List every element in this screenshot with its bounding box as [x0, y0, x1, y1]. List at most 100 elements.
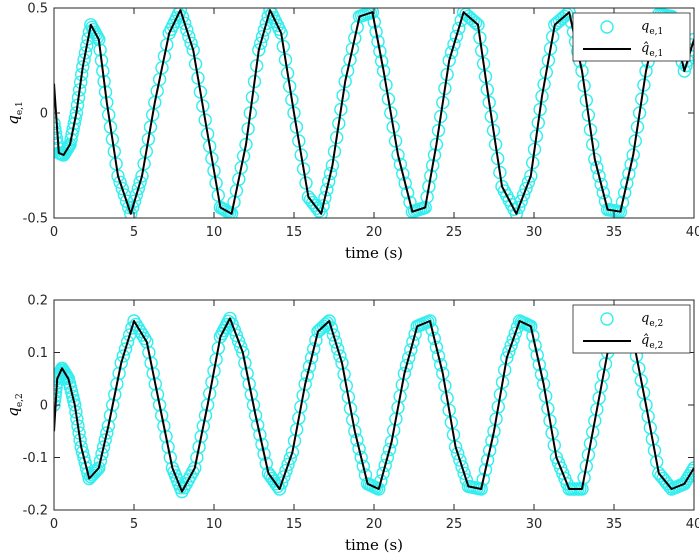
series-1-marker [388, 134, 403, 148]
series-1-marker [129, 317, 143, 332]
series-1-marker [384, 106, 398, 120]
y-axis-label: qe,2 [4, 393, 25, 417]
series-1-marker [54, 121, 62, 136]
series-1-marker [66, 122, 80, 136]
series-1-marker [254, 36, 268, 50]
legend-entry-2: q̂e,1 [641, 41, 663, 59]
series-1-marker [259, 456, 273, 471]
series-1-marker [316, 199, 330, 213]
series-1-marker [373, 44, 387, 59]
series-1-marker [92, 461, 106, 475]
series-2-line [54, 317, 694, 493]
series-1-marker [420, 190, 434, 204]
series-1-marker [142, 345, 156, 360]
series-1-marker [393, 157, 408, 172]
series-1-marker [684, 466, 694, 480]
series-1-marker [483, 443, 497, 458]
series-1-marker [509, 207, 524, 218]
series-1-marker [326, 328, 341, 342]
series-1-marker [192, 440, 206, 454]
series-1-marker [500, 351, 514, 365]
series-1-marker [352, 442, 366, 456]
series-1-marker [78, 46, 93, 60]
series-1-marker [365, 8, 380, 19]
series-1-marker [682, 469, 694, 483]
series-1-marker [101, 419, 116, 433]
series-1-marker [188, 57, 203, 71]
svg-text:qe,1: qe,1 [4, 101, 25, 125]
series-1-marker [227, 323, 242, 337]
series-1-marker [404, 343, 418, 357]
series-1-marker [283, 451, 297, 466]
series-1-marker [447, 37, 461, 52]
series-1-marker [182, 30, 196, 44]
x-tick-label: 5 [130, 517, 138, 532]
legend: q e,1q̂e,1 [572, 12, 691, 62]
series-1-marker [148, 377, 163, 391]
x-tick-label: 15 [286, 225, 303, 240]
series-1-marker [188, 461, 202, 475]
series-1-marker [376, 64, 391, 78]
series-1-marker [98, 433, 112, 447]
series-1-marker [424, 169, 438, 183]
series-1-marker [248, 408, 263, 423]
series-1-marker [246, 398, 261, 412]
series-1-marker [526, 329, 540, 343]
series-1-marker [521, 175, 536, 190]
series-1-marker [146, 366, 160, 381]
label-symbol: q [641, 19, 649, 34]
series-1-marker [592, 169, 606, 183]
series-1-marker [294, 148, 308, 162]
series-1-marker [100, 426, 114, 440]
y-tick-label: -0.1 [23, 451, 48, 466]
plot-series [54, 311, 694, 499]
series-1-marker [376, 466, 390, 480]
x-tick-label: 15 [286, 517, 303, 532]
series-2-line [54, 9, 694, 215]
y-tick-label: -0.2 [23, 504, 48, 519]
series-1-marker [161, 440, 175, 454]
series-1-marker [80, 39, 94, 53]
label-subscript: e,1 [649, 49, 663, 59]
series-1-marker [194, 429, 208, 444]
series-1-marker [594, 177, 608, 192]
series-1-marker [331, 342, 345, 356]
series-1-marker [103, 408, 118, 423]
x-tick-label: 0 [50, 225, 58, 240]
series-1-marker [127, 194, 142, 208]
series-1-marker [324, 321, 338, 335]
series-1-marker [236, 345, 250, 360]
series-1-marker [474, 482, 488, 496]
series-1-marker [54, 116, 61, 131]
series-1-marker [425, 323, 439, 337]
series-1-marker [448, 440, 463, 454]
series-1-marker [77, 450, 91, 465]
series-1-marker [452, 21, 466, 35]
series-1-marker [229, 328, 244, 343]
series-1-marker [152, 398, 167, 412]
series-1-marker [244, 387, 259, 402]
series-1-marker [150, 387, 165, 402]
series-1-marker [198, 113, 212, 127]
series-1-marker [378, 458, 392, 473]
series-1-marker [279, 463, 293, 478]
series-1-marker [96, 440, 111, 454]
series-1-marker [348, 424, 362, 438]
x-axis-label: time (s) [345, 244, 403, 262]
series-1-marker [468, 16, 483, 30]
series-1-marker [391, 148, 405, 162]
series-1-marker [196, 99, 210, 113]
series-1-marker [184, 36, 198, 50]
series-1-marker [242, 377, 256, 391]
series-1-marker [296, 162, 311, 176]
series-1-marker [429, 340, 444, 354]
series-1-marker [514, 194, 528, 208]
series-1-marker [427, 148, 442, 162]
series-1-marker [68, 111, 83, 126]
series-1-marker [157, 419, 171, 433]
label-subscript: e,2 [649, 341, 663, 351]
label-symbol: q [641, 311, 649, 326]
series-1-marker [624, 157, 638, 172]
svg-text:qe,2: qe,2 [4, 393, 25, 417]
series-1-marker [453, 453, 467, 467]
